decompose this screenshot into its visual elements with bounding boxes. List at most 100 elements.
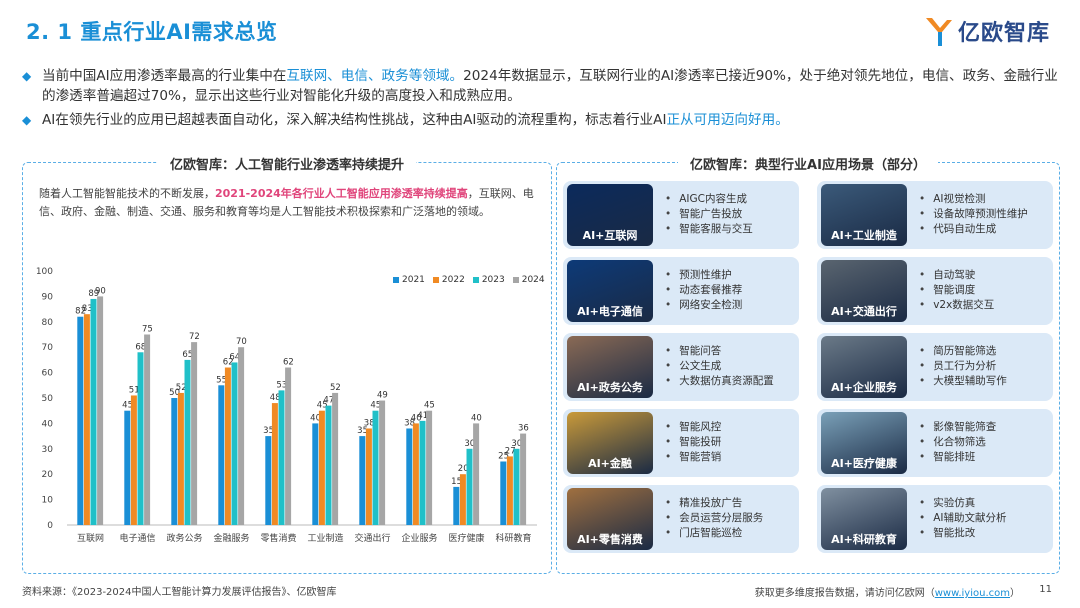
- scenario-list: 实验仿真AI辅助文献分析智能批改: [919, 496, 1006, 541]
- data-label: 48: [270, 393, 281, 403]
- legend-item-2021: 2021: [393, 275, 425, 285]
- data-label: 40: [310, 413, 321, 423]
- scenario-card: AI+企业服务 简历智能筛选员工行为分析大模型辅助写作: [817, 333, 1053, 401]
- bar-2021-2: [171, 398, 178, 525]
- scenario-label: AI+政务公务: [577, 381, 643, 394]
- data-label: 40: [411, 413, 422, 423]
- y-tick-label: 100: [36, 267, 53, 277]
- data-label: 30: [464, 439, 475, 449]
- y-tick-label: 10: [42, 496, 54, 506]
- x-tick-label: 互联网: [77, 533, 104, 544]
- bar-2021-3: [218, 385, 225, 525]
- scenario-card: AI+科研教育 实验仿真AI辅助文献分析智能批改: [817, 485, 1053, 553]
- bar-2024-2: [191, 342, 198, 525]
- data-label: 36: [518, 424, 529, 434]
- scenario-list: 智能风控智能投研智能营销: [665, 420, 721, 465]
- scenario-item: 智能营销: [665, 450, 721, 465]
- bar-2023-9: [513, 448, 520, 525]
- scenario-card: AI+医疗健康 影像智能筛查化合物筛选智能排班: [817, 409, 1053, 477]
- data-label: 72: [189, 332, 200, 342]
- bar-2021-8: [453, 486, 460, 525]
- chart-panel: 亿欧智库：人工智能行业渗透率持续提升 随着人工智能智能技术的不断发展，2021-…: [22, 158, 552, 574]
- scenario-image: AI+交通出行: [821, 260, 907, 322]
- footer-link[interactable]: www.iyiou.com: [934, 588, 1010, 599]
- bar-2021-1: [124, 410, 131, 525]
- scenario-item: 智能广告投放: [665, 207, 753, 222]
- data-label: 52: [330, 383, 341, 393]
- bar-2023-6: [372, 410, 379, 525]
- legend-swatch: [393, 277, 399, 283]
- bar-2022-8: [459, 474, 466, 525]
- data-label: 45: [424, 401, 435, 411]
- bar-2023-2: [184, 359, 191, 525]
- data-label: 25: [498, 452, 509, 462]
- scenario-item: 会员运营分层服务: [665, 511, 763, 526]
- chart-description: 随着人工智能智能技术的不断发展，2021-2024年各行业人工智能应用渗透率持续…: [39, 185, 539, 221]
- chart-panel-title: 亿欧智库：人工智能行业渗透率持续提升: [23, 154, 551, 173]
- scenario-card: AI+工业制造 AI视觉检测设备故障预测性维护代码自动生成: [817, 181, 1053, 249]
- data-label: 82: [75, 307, 86, 317]
- bar-2023-7: [419, 420, 426, 525]
- legend-swatch: [432, 277, 439, 283]
- scenario-panel-title-text: 亿欧智库：典型行业AI应用场景（部分）: [678, 158, 938, 173]
- diamond-bullet-icon: ◆: [22, 69, 32, 83]
- data-label: 27: [505, 446, 516, 456]
- scenario-item: 代码自动生成: [919, 222, 1028, 237]
- data-label: 30: [511, 439, 522, 449]
- y-tick-label: 90: [42, 292, 54, 302]
- summary-bullets: ◆ 当前中国AI应用渗透率最高的行业集中在互联网、电信、政务等领域。2024年数…: [22, 66, 1062, 134]
- scenario-card: AI+零售消费 精准投放广告会员运营分层服务门店智能巡检: [563, 485, 799, 553]
- scenario-label: AI+互联网: [582, 229, 638, 242]
- scenario-item: 智能批改: [919, 526, 1006, 541]
- scenario-item: 智能问答: [665, 344, 774, 359]
- scenario-label: AI+科研教育: [831, 533, 897, 546]
- scenario-list: 预测性维护动态套餐推荐网络安全检测: [665, 268, 742, 313]
- bar-2021-7: [406, 428, 413, 525]
- data-label: 40: [471, 413, 482, 423]
- y-tick-label: 0: [47, 521, 53, 531]
- scenario-label: AI+零售消费: [577, 533, 643, 546]
- bullet-1: ◆ 当前中国AI应用渗透率最高的行业集中在互联网、电信、政务等领域。2024年数…: [22, 66, 1062, 106]
- bullet-2-text: AI在领先行业的应用已超越表面自动化，深入解决结构性挑战，这种由AI驱动的流程重…: [42, 110, 789, 130]
- scenario-label: AI+交通出行: [831, 305, 897, 318]
- scenario-item: 公文生成: [665, 359, 774, 374]
- scenario-list: 精准投放广告会员运营分层服务门店智能巡检: [665, 496, 763, 541]
- scenario-item: 大数据仿真资源配置: [665, 374, 774, 389]
- scenario-image: AI+互联网: [567, 184, 653, 246]
- footer-more: 获取更多维度报告数据，请访问亿欧网（www.iyiou.com）: [755, 584, 1020, 599]
- data-label: 41: [417, 411, 428, 421]
- bar-2022-2: [177, 392, 184, 525]
- bar-2022-9: [506, 456, 513, 525]
- bullet-2-highlight: 正从可用迈向好用。: [666, 112, 789, 128]
- data-label: 38: [364, 418, 375, 428]
- bar-2022-4: [271, 403, 278, 525]
- y-tick-label: 70: [42, 343, 54, 353]
- data-label: 51: [129, 385, 140, 395]
- scenario-list: 自动驾驶智能调度v2x数据交互: [919, 268, 994, 313]
- scenario-label: AI+企业服务: [831, 381, 897, 394]
- bullet-1-part-3: 2024年数据显示，互联网行业的AI渗透率已接近90%，处于绝对领先地位，电信、…: [42, 68, 1058, 104]
- bar-2022-3: [224, 367, 231, 525]
- scenario-list: AIGC内容生成智能广告投放智能客服与交互: [665, 192, 753, 237]
- data-label: 52: [176, 383, 187, 393]
- legend-item-2023: 2023: [472, 275, 505, 285]
- bar-2021-4: [265, 436, 272, 525]
- scenario-item: AI视觉检测: [919, 192, 1028, 207]
- data-label: 47: [323, 396, 334, 406]
- desc-part-3: ，互联网、电信、政府、金融、制造、交通、服务和教育等均是人工智能技术积极探索和广…: [39, 187, 534, 218]
- bullet-2-part-1: AI在领先行业的应用已超越表面自动化，深入解决结构性挑战，这种由AI驱动的流程重…: [42, 112, 667, 128]
- brand-logo: 亿欧智库: [924, 14, 1050, 48]
- scenario-image: AI+政务公务: [567, 336, 653, 398]
- bar-2024-5: [332, 392, 339, 525]
- y-tick-label: 20: [42, 470, 54, 480]
- x-tick-label: 企业服务: [401, 532, 437, 544]
- legend-swatch: [472, 277, 479, 283]
- legend-label: 2023: [481, 275, 505, 285]
- scenario-label: AI+工业制造: [831, 229, 897, 242]
- scenario-card: AI+金融 智能风控智能投研智能营销: [563, 409, 799, 477]
- scenario-item: 影像智能筛查: [919, 420, 996, 435]
- x-tick-label: 政务公务: [166, 532, 202, 544]
- bar-2023-5: [325, 405, 332, 525]
- scenario-image: AI+零售消费: [567, 488, 653, 550]
- scenario-image: AI+电子通信: [567, 260, 653, 322]
